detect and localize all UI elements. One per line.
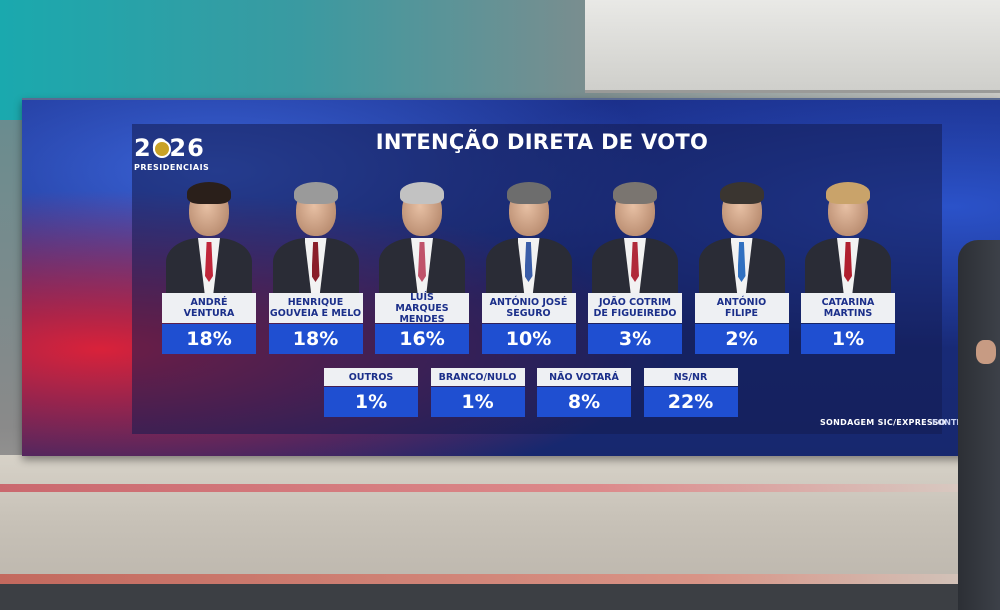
candidate-portrait — [375, 178, 469, 293]
other-option-name: OUTROS — [324, 368, 418, 386]
poll-source: SONDAGEM SIC/EXPRESSO — [820, 418, 946, 427]
logo-subtitle: PRESIDENCIAIS — [134, 163, 210, 172]
candidate-portrait — [482, 178, 576, 293]
presenter — [952, 240, 1000, 610]
logo-year: 2026 — [134, 134, 224, 162]
other-option-card: NÃO VOTARÁ 8% — [537, 368, 631, 418]
candidate-portrait — [588, 178, 682, 293]
other-option-card: OUTROS 1% — [324, 368, 418, 418]
candidate-percentage: 1% — [801, 324, 895, 354]
floor-base — [0, 584, 1000, 610]
candidate-portrait — [162, 178, 256, 293]
other-option-percentage: 22% — [643, 387, 738, 417]
candidate-name: ANTÓNIO FILIPE — [694, 293, 789, 323]
candidate-percentage: 10% — [481, 324, 576, 354]
candidate-percentage: 16% — [375, 324, 469, 354]
candidate-portrait — [269, 178, 363, 293]
candidate-portrait — [801, 178, 895, 293]
portrait-tie — [311, 242, 320, 282]
other-option-percentage: 1% — [430, 387, 525, 417]
portrait-hair — [293, 182, 338, 204]
other-option-percentage: 8% — [537, 387, 631, 417]
floor-stripe-lower — [0, 574, 1000, 584]
poll-fonte: FONTE: I — [932, 418, 971, 427]
candidate-name: CATARINA MARTINS — [801, 293, 895, 323]
portrait-hair — [613, 182, 657, 204]
floor-stripe — [0, 484, 1000, 492]
other-option-percentage: 1% — [324, 387, 418, 417]
candidate-name: ANDRÉ VENTURA — [162, 293, 256, 323]
presenter-suit — [958, 240, 1000, 610]
portrait-hair — [400, 182, 444, 204]
candidate-name: JOÃO COTRIM DE FIGUEIREDO — [588, 293, 682, 323]
candidate-portrait — [695, 178, 789, 293]
candidate-name: LUÍS MARQUES MENDES — [375, 292, 469, 325]
other-option-name: BRANCO/NULO — [430, 368, 525, 386]
presenter-hand — [976, 340, 996, 364]
portrait-tie — [524, 242, 533, 282]
portrait-hair — [187, 182, 231, 204]
portrait-tie — [418, 242, 426, 282]
candidate-percentage: 2% — [694, 324, 789, 354]
candidate-percentage: 3% — [588, 324, 682, 354]
video-wall: 2026 PRESIDENCIAIS INTENÇÃO DIRETA DE VO… — [22, 98, 1000, 456]
poll-title: INTENÇÃO DIRETA DE VOTO — [375, 130, 709, 154]
portrait-tie — [205, 242, 213, 282]
portrait-hair — [826, 182, 870, 204]
candidate-percentage: 18% — [162, 324, 256, 354]
candidate-name: HENRIQUE GOUVEIA E MELO — [268, 293, 363, 323]
seal-icon — [153, 140, 171, 158]
portrait-tie — [737, 242, 746, 282]
portrait-hair — [719, 182, 764, 204]
other-option-card: BRANCO/NULO 1% — [430, 368, 525, 418]
portrait-hair — [506, 182, 551, 204]
other-option-name: NS/NR — [643, 368, 738, 386]
candidate-percentage: 18% — [268, 324, 363, 354]
elections-logo: 2026 PRESIDENCIAIS — [134, 134, 224, 174]
studio-panel — [585, 0, 1000, 93]
other-option-card: NS/NR 22% — [643, 368, 738, 418]
portrait-tie — [844, 242, 852, 282]
candidate-name: ANTÓNIO JOSÉ SEGURO — [481, 293, 576, 323]
portrait-tie — [631, 242, 639, 282]
other-option-name: NÃO VOTARÁ — [537, 368, 631, 386]
